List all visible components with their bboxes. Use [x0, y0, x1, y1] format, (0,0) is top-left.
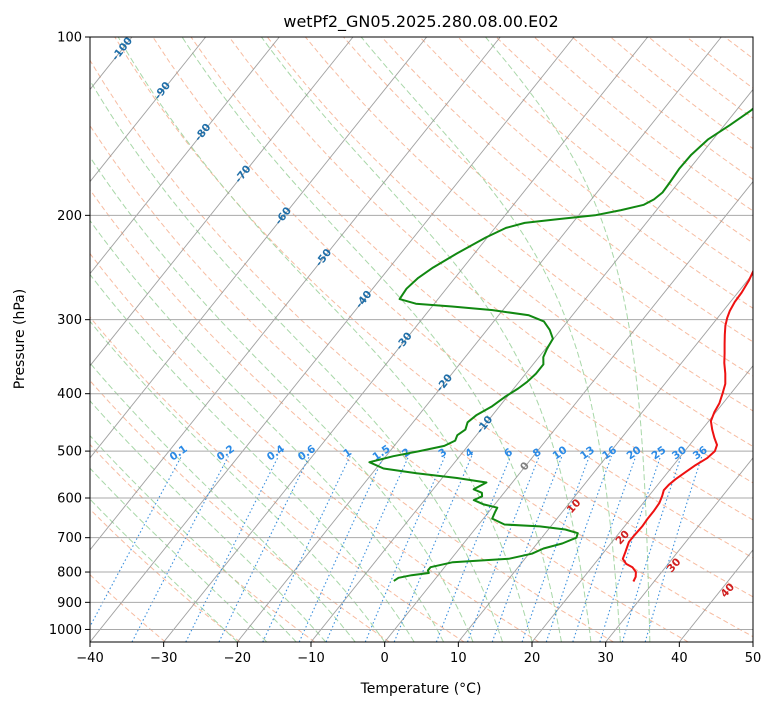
mixing-ratio-label: 25 — [649, 444, 668, 462]
mixing-ratio-label: 8 — [531, 446, 544, 460]
y-tick-label: 200 — [57, 209, 82, 224]
mixing-ratio-label: 3 — [436, 446, 449, 460]
isotherm — [311, 37, 775, 642]
isotherm-label: -30 — [394, 330, 415, 352]
moist-adiabat — [0, 37, 385, 642]
x-tick-label: 30 — [597, 651, 614, 666]
mixing-ratio-label: 16 — [600, 444, 619, 462]
y-tick-label: 600 — [57, 492, 82, 507]
dry-adiabat — [763, 37, 775, 642]
isotherm-label: -40 — [353, 288, 374, 310]
dry-adiabat — [0, 37, 464, 642]
isotherm — [385, 37, 775, 642]
mixing-ratio-line — [326, 456, 409, 642]
plot-frame — [90, 37, 753, 642]
isotherm — [16, 37, 500, 642]
isotherm-label: 0 — [518, 460, 532, 473]
dry-adiabat — [267, 37, 775, 642]
mixing-ratio-label: 0.6 — [296, 443, 318, 464]
dry-adiabat — [0, 37, 389, 642]
y-tick-label: 300 — [57, 313, 82, 328]
isotherm-label: -50 — [313, 247, 334, 269]
y-tick-label: 800 — [57, 566, 82, 581]
x-tick-label: 50 — [745, 651, 762, 666]
mixing-ratio-line — [82, 456, 182, 642]
y-tick-label: 500 — [57, 445, 82, 460]
mixing-ratio-line — [186, 456, 279, 642]
mixing-ratio-line — [645, 456, 702, 642]
isotherm-label: -60 — [273, 205, 294, 227]
moist-adiabat — [182, 37, 561, 642]
isotherm — [0, 37, 353, 642]
mixing-ratio-label: 13 — [578, 444, 597, 462]
mixing-ratio-label: 0.1 — [168, 443, 190, 464]
y-tick-label: 1000 — [49, 623, 82, 638]
dry-adiabat — [115, 37, 775, 642]
isotherm-label: -20 — [434, 372, 455, 394]
x-axis: −40 −30 −20 −10 0 10 20 30 40 50 — [76, 642, 761, 666]
x-axis-label: Temperature (°C) — [360, 681, 482, 697]
x-tick-label: −10 — [297, 651, 324, 666]
isotherm — [532, 37, 775, 642]
moist-adiabat — [0, 37, 444, 642]
isotherm-label: -80 — [192, 121, 213, 143]
isotherm — [753, 37, 775, 642]
dry-adiabat — [0, 37, 613, 642]
y-axis: 100 200 300 400 500 600 700 800 900 1000 — [49, 31, 90, 638]
x-tick-label: −40 — [76, 651, 103, 666]
isotherm — [0, 37, 58, 642]
dry-adiabat — [611, 37, 775, 642]
dry-adiabat — [39, 37, 689, 642]
dry-adiabat — [191, 37, 775, 642]
x-tick-label: 20 — [524, 651, 541, 666]
y-tick-label: 100 — [57, 31, 82, 46]
y-tick-label: 700 — [57, 531, 82, 546]
mixing-ratio-label: 6 — [502, 446, 515, 460]
mixing-ratio-label: 0.4 — [265, 443, 287, 464]
isotherm — [0, 37, 206, 642]
background-lines — [0, 37, 775, 642]
mixing-ratio-label: 30 — [670, 444, 689, 462]
dry-adiabat — [77, 37, 763, 642]
chart-title: wetPf2_GN05.2025.280.08.00.E02 — [283, 12, 558, 32]
moist-adiabat — [0, 37, 296, 642]
isotherm-label: -10 — [474, 414, 495, 436]
dry-adiabat — [534, 37, 775, 642]
dry-adiabat — [0, 37, 315, 642]
mixing-ratio-line — [436, 456, 510, 642]
dry-adiabat — [382, 37, 775, 642]
x-tick-label: 40 — [671, 651, 688, 666]
mixing-ratio-line — [132, 456, 228, 642]
y-axis-label: Pressure (hPa) — [12, 289, 28, 389]
mixing-ratio-label: 20 — [625, 444, 644, 462]
mixing-ratio-line — [263, 456, 350, 642]
mixing-ratio-label: 1 — [341, 446, 354, 460]
moist-adiabat — [66, 37, 503, 642]
mixing-ratio-label: 4 — [463, 446, 476, 460]
dry-adiabat-label: 40 — [718, 581, 737, 600]
y-tick-label: 400 — [57, 387, 82, 402]
x-tick-label: 10 — [450, 651, 467, 666]
dry-adiabat-label: 20 — [613, 528, 632, 547]
x-tick-label: 0 — [381, 651, 389, 666]
moist-adiabat — [118, 37, 532, 642]
isotherm — [237, 37, 721, 642]
mixing-ratio-line — [468, 456, 540, 642]
x-tick-label: −20 — [224, 651, 251, 666]
dry-adiabat — [649, 37, 775, 642]
dry-adiabat — [420, 37, 775, 642]
mixing-ratio-line — [492, 456, 562, 642]
dry-adiabat — [0, 37, 539, 642]
mixing-ratio-line — [365, 456, 445, 642]
y-tick-label: 900 — [57, 596, 82, 611]
x-tick-label: −30 — [150, 651, 177, 666]
